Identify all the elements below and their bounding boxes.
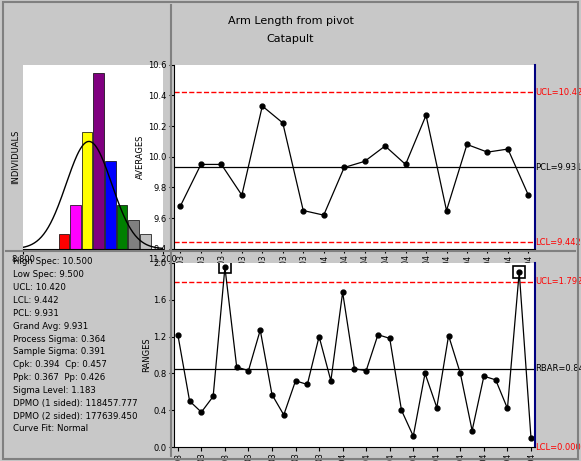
Bar [70,205,81,249]
Text: UCL=1.792: UCL=1.792 [535,278,581,286]
Text: Arm Length from pivot: Arm Length from pivot [228,16,353,26]
Bar [140,234,150,249]
Y-axis label: INDIVIDUALS: INDIVIDUALS [12,130,20,184]
Bar [94,73,104,249]
Bar [82,132,92,249]
Bar [128,220,139,249]
Text: PCL=9.931: PCL=9.931 [535,163,581,172]
Y-axis label: AVERAGES: AVERAGES [137,135,145,179]
Text: LCL=9.442: LCL=9.442 [535,238,581,247]
Text: LCL=0.000: LCL=0.000 [535,443,581,452]
Bar [59,234,69,249]
Text: RBAR=0.848: RBAR=0.848 [535,365,581,373]
Bar [117,205,127,249]
Text: High Spec: 10.500
Low Spec: 9.500
UCL: 10.420
LCL: 9.442
PCL: 9.931
Grand Avg: 9: High Spec: 10.500 Low Spec: 9.500 UCL: 1… [13,257,137,433]
Y-axis label: RANGES: RANGES [142,337,150,372]
Bar [105,161,116,249]
Text: Catapult: Catapult [267,34,314,44]
Text: UCL=10.420: UCL=10.420 [535,88,581,97]
